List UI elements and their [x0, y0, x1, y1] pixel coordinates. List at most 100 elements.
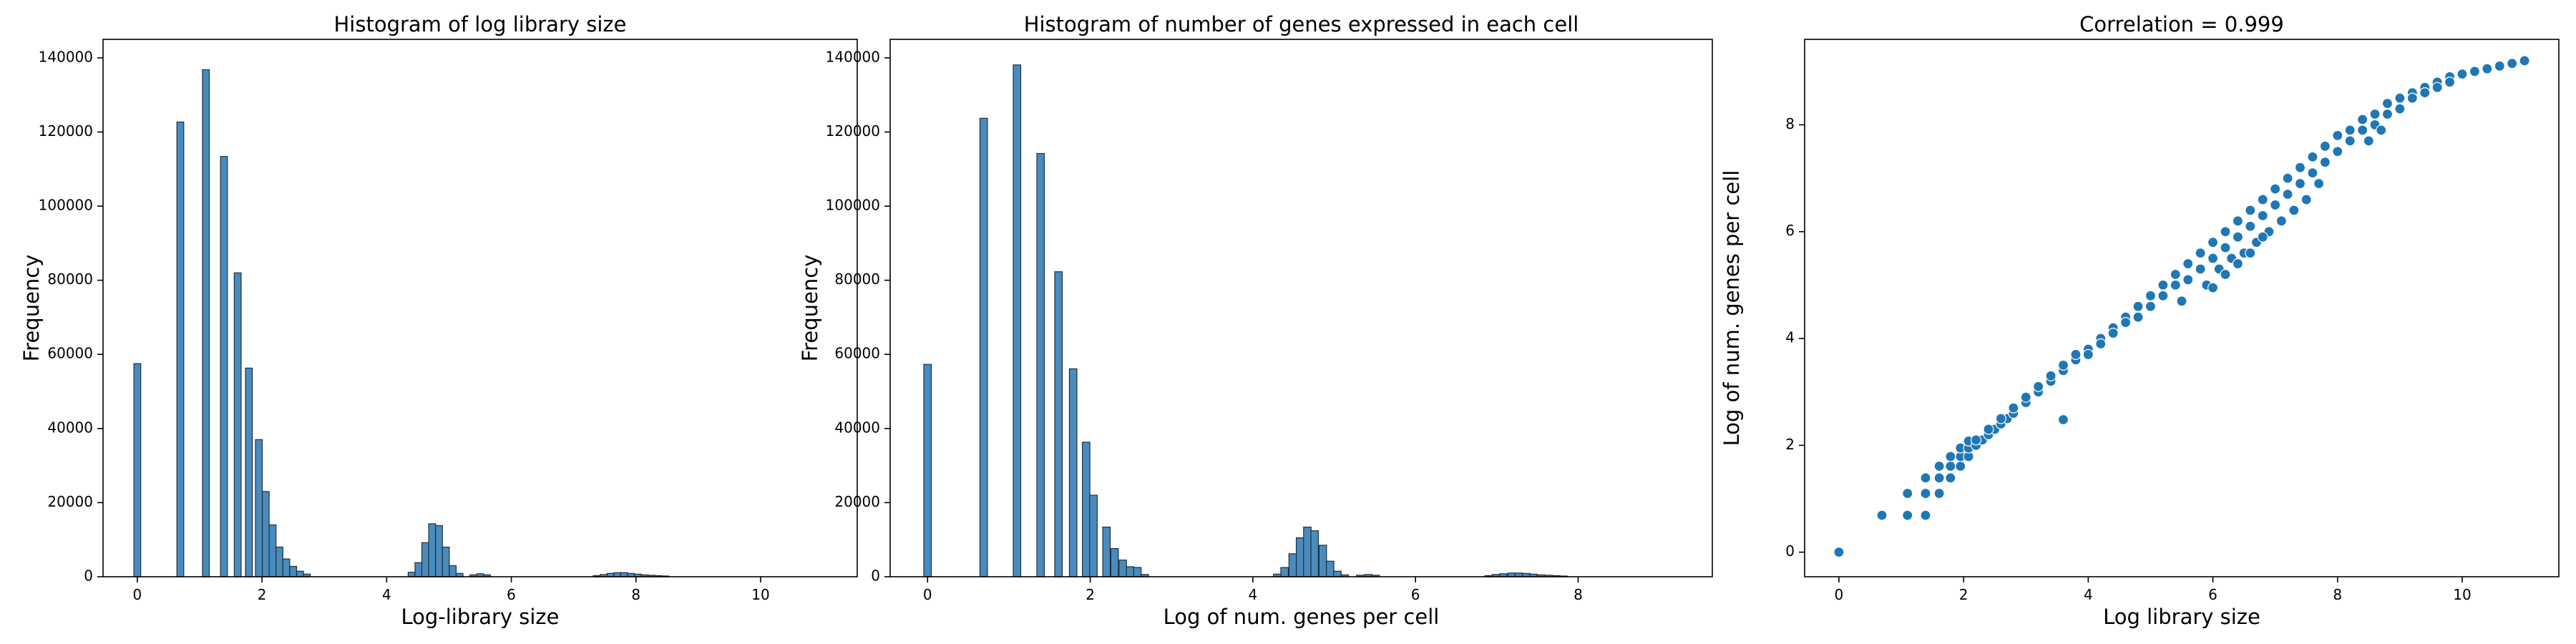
- scatter-point: [2394, 92, 2406, 104]
- histogram-bar: [1102, 526, 1111, 577]
- y-tick-label: 20000: [47, 493, 93, 510]
- histogram-bar: [435, 525, 443, 577]
- scatter-point: [2207, 282, 2219, 293]
- y-tick-label: 120000: [39, 122, 93, 140]
- histogram-bar: [1326, 560, 1335, 577]
- histogram-bar: [289, 565, 298, 577]
- scatter-point: [2406, 92, 2418, 104]
- scatter-point: [2145, 290, 2157, 301]
- histogram-bar: [414, 562, 423, 577]
- scatter-point: [2195, 263, 2206, 275]
- panel-genes-expressed-histogram: Histogram of number of genes expressed i…: [798, 12, 1713, 629]
- axis-ticks: 0 2 4 6 8 10 0 20000 40000 60000 80000 100000 120000…: [39, 48, 770, 603]
- y-tick-label: 40000: [834, 419, 880, 436]
- scatter-point: [2008, 402, 2019, 414]
- scatter-point: [2332, 146, 2343, 157]
- scatter-point: [2294, 177, 2306, 190]
- x-tick-label: 0: [923, 586, 932, 603]
- y-tick-label: 100000: [39, 197, 93, 214]
- scatter-point: [1833, 547, 1845, 558]
- x-tick-label: 2: [1085, 586, 1095, 603]
- y-tick-label: 140000: [39, 48, 93, 65]
- scatter-point: [2045, 370, 2057, 381]
- y-tick-label: 140000: [826, 48, 880, 65]
- histogram-bar: [979, 117, 988, 577]
- y-tick-label: 0: [871, 567, 880, 585]
- scatter-point: [2457, 68, 2468, 80]
- x-tick-label: 2: [258, 586, 267, 603]
- histogram-bar: [1054, 271, 1063, 577]
- scatter-point: [2288, 205, 2300, 216]
- x-tick-label: 10: [751, 586, 769, 603]
- histogram-bar: [1310, 530, 1319, 577]
- scatter-point: [2344, 135, 2356, 147]
- scatter-point: [2301, 194, 2312, 205]
- histogram-bar: [407, 572, 416, 577]
- histogram-bar: [1013, 64, 1022, 577]
- scatter-point: [2176, 296, 2187, 307]
- panel-title: Histogram of log library size: [333, 12, 626, 36]
- scatter-point: [2107, 327, 2119, 339]
- scatter-point: [2033, 381, 2044, 392]
- y-tick-label: 0: [1785, 542, 1795, 560]
- scatter-point: [1970, 434, 1982, 446]
- x-tick-label: 6: [2208, 586, 2218, 603]
- scatter-point: [2095, 338, 2107, 350]
- y-tick-label: 120000: [826, 122, 880, 140]
- scatter-point: [2394, 103, 2406, 114]
- histogram-bar: [421, 542, 429, 577]
- histogram-bar: [133, 363, 142, 577]
- scatter-point: [2357, 125, 2368, 136]
- y-tick-label: 20000: [834, 493, 880, 510]
- scatter-point: [2170, 279, 2181, 291]
- scatter-point: [1955, 460, 1966, 472]
- y-tick-label: 80000: [47, 270, 93, 288]
- plot-frame: [1804, 39, 2560, 577]
- x-tick-label: 8: [631, 586, 640, 603]
- histogram-bar: [1089, 494, 1098, 577]
- scatter-point: [2307, 151, 2318, 162]
- x-tick-label: 2: [1959, 586, 1968, 603]
- scatter-point: [1933, 472, 1945, 484]
- scatter-point: [2444, 77, 2456, 88]
- axis-ticks: 0 2 4 6 8 10 0 2 4 6 8: [1785, 115, 2471, 603]
- scatter-point: [2282, 172, 2293, 184]
- scatter-point: [2369, 108, 2381, 120]
- histogram-bar: [428, 523, 436, 577]
- scatter-point: [2220, 226, 2231, 238]
- panel-title: Correlation = 0.999: [2079, 12, 2284, 36]
- histogram-bar: [1295, 537, 1304, 577]
- scatter-point: [2057, 414, 2069, 426]
- scatter-point: [2020, 391, 2031, 403]
- scatter-point: [2419, 87, 2431, 99]
- scatter-point: [2257, 210, 2268, 221]
- scatter-point: [2157, 279, 2169, 291]
- scatter-point: [2245, 205, 2256, 216]
- histogram-bar: [1082, 441, 1091, 577]
- scatter-point: [2257, 231, 2268, 243]
- y-tick-label: 100000: [826, 197, 880, 214]
- x-tick-label: 4: [1249, 586, 1258, 603]
- scatter-point: [2145, 301, 2157, 312]
- scatter-point: [2431, 82, 2443, 93]
- scatter-point: [2232, 215, 2243, 227]
- x-axis-label: Log library size: [2103, 605, 2260, 629]
- histogram-bar: [1068, 368, 1078, 577]
- histogram-bar: [613, 572, 622, 577]
- scatter-point: [2132, 301, 2144, 312]
- scatter-point: [2232, 258, 2243, 270]
- scatter-point: [1945, 472, 1956, 484]
- x-tick-label: 4: [382, 586, 391, 603]
- scatter-point: [2220, 242, 2231, 253]
- histogram-bar: [1133, 567, 1142, 577]
- scatter-point: [2082, 348, 2094, 361]
- scatter-point: [1920, 509, 1931, 521]
- histogram-bar: [176, 121, 185, 577]
- scatter-point: [1945, 460, 1956, 472]
- histogram-bar: [1318, 545, 1327, 577]
- scatter-points: [1833, 55, 2530, 558]
- x-tick-label: 10: [2453, 586, 2471, 603]
- scatter-point: [2376, 125, 2387, 136]
- scatter-point: [2120, 317, 2132, 328]
- scatter-point: [2207, 237, 2219, 248]
